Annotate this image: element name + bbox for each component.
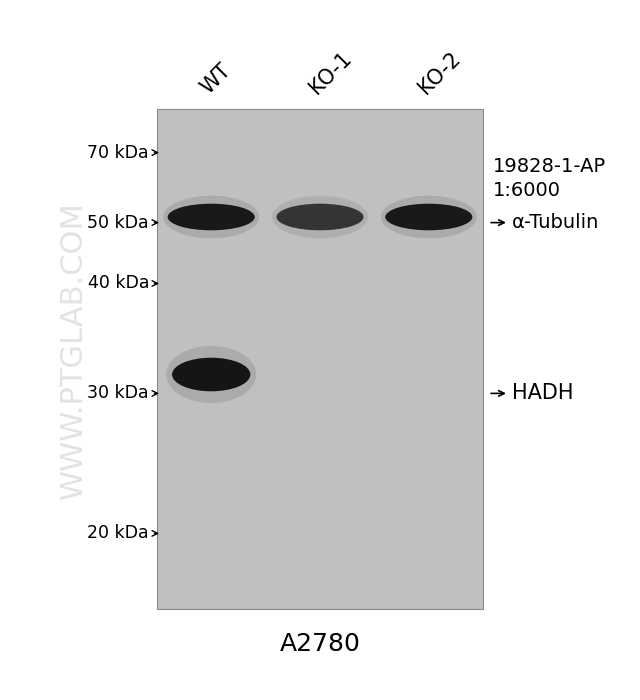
- Bar: [157, 108, 483, 609]
- Ellipse shape: [381, 196, 477, 238]
- Ellipse shape: [272, 196, 368, 238]
- Text: 40 kDa: 40 kDa: [88, 274, 149, 293]
- Ellipse shape: [166, 346, 256, 403]
- Text: HADH: HADH: [512, 384, 573, 403]
- Text: 19828-1-AP
1:6000: 19828-1-AP 1:6000: [493, 157, 606, 200]
- Ellipse shape: [172, 358, 250, 391]
- Text: α-Tubulin: α-Tubulin: [512, 213, 600, 232]
- Text: A2780: A2780: [280, 632, 360, 656]
- Text: 50 kDa: 50 kDa: [88, 214, 149, 232]
- Ellipse shape: [168, 204, 255, 230]
- Text: 30 kDa: 30 kDa: [88, 384, 149, 402]
- Text: KO-2: KO-2: [415, 48, 465, 98]
- Text: 20 kDa: 20 kDa: [88, 524, 149, 542]
- Text: KO-1: KO-1: [306, 48, 356, 98]
- Text: WWW.PTGLAB.COM: WWW.PTGLAB.COM: [59, 201, 88, 499]
- Ellipse shape: [163, 196, 259, 238]
- Text: 70 kDa: 70 kDa: [88, 144, 149, 162]
- Text: WT: WT: [197, 60, 235, 98]
- Ellipse shape: [385, 204, 472, 230]
- Ellipse shape: [276, 204, 364, 230]
